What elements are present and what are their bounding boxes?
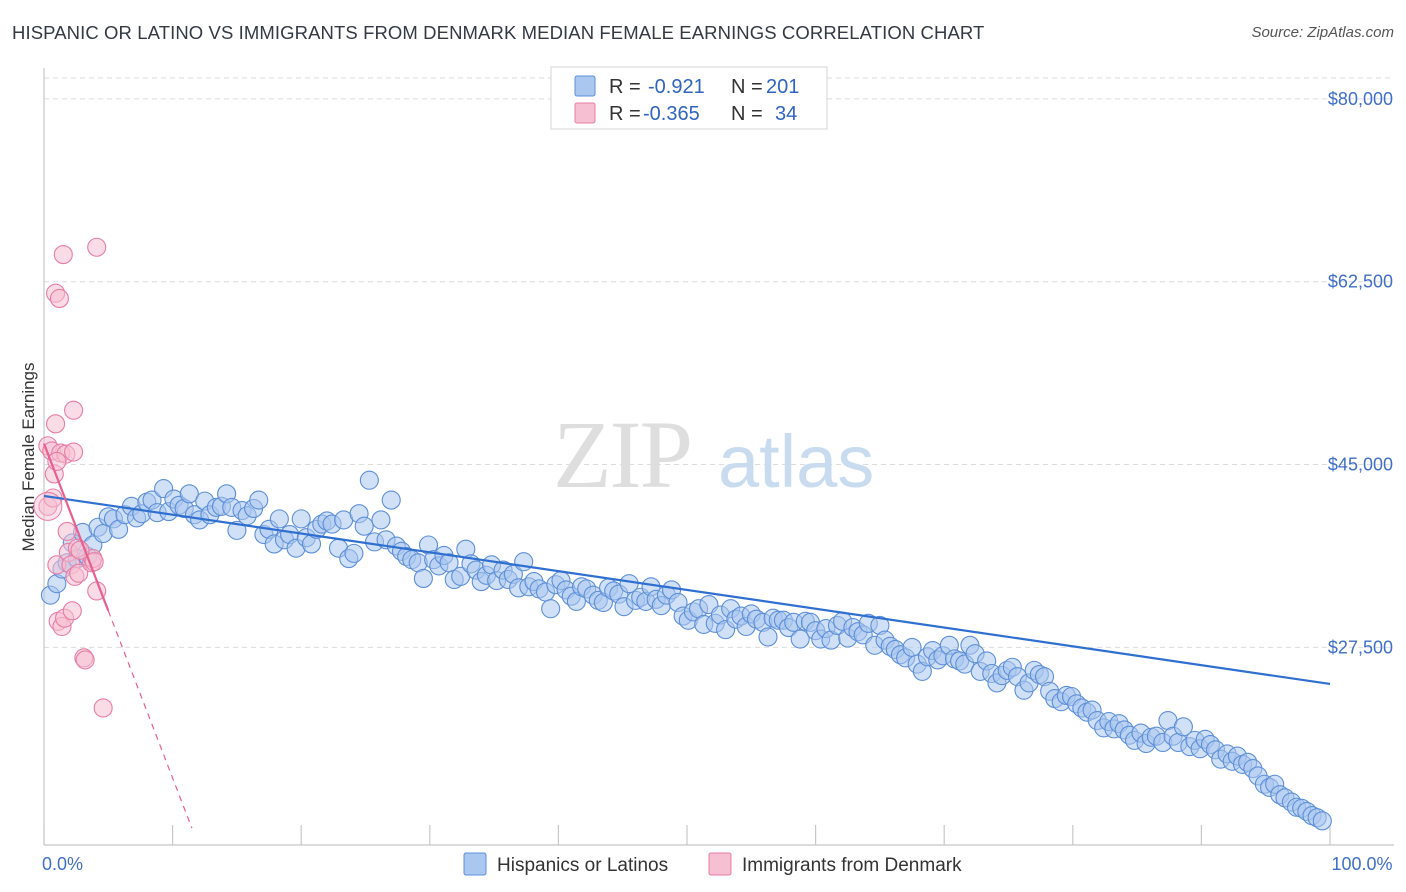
legend-swatch-pink bbox=[574, 102, 596, 124]
point-denmark bbox=[53, 245, 73, 265]
legend-swatch-blue bbox=[574, 75, 596, 97]
point-hispanics bbox=[371, 510, 391, 530]
trend-line-denmark-extension bbox=[107, 610, 193, 829]
legend-n-label-2: N = bbox=[731, 103, 763, 125]
point-hispanics bbox=[758, 627, 778, 647]
bottom-legend-swatch-pink bbox=[708, 852, 732, 876]
point-denmark bbox=[87, 237, 107, 257]
watermark: ZIP atlas bbox=[553, 401, 874, 508]
point-denmark bbox=[75, 650, 95, 670]
point-hispanics bbox=[344, 543, 364, 563]
point-hispanics bbox=[269, 509, 289, 529]
y-tick-labels: $27,500 $45,000 $62,500 $80,000 bbox=[1328, 89, 1393, 657]
y-tick-label: $62,500 bbox=[1328, 272, 1393, 292]
correlation-legend: R = -0.921 N = 201 R = -0.365 N = 34 bbox=[550, 66, 828, 130]
point-hispanics bbox=[291, 509, 311, 529]
bottom-legend-label-denmark: Immigrants from Denmark bbox=[742, 855, 962, 876]
point-denmark bbox=[64, 442, 84, 462]
point-hispanics bbox=[381, 490, 401, 510]
y-tick-label: $45,000 bbox=[1328, 455, 1393, 475]
point-hispanics bbox=[1173, 717, 1193, 737]
point-hispanics bbox=[413, 568, 433, 588]
point-denmark bbox=[46, 414, 66, 434]
point-hispanics bbox=[179, 484, 199, 504]
trend-line-denmark bbox=[42, 443, 110, 612]
legend-r-label-1: R = bbox=[609, 76, 641, 98]
legend-n-value-2: 34 bbox=[775, 103, 797, 125]
series-hispanics-points bbox=[40, 470, 1332, 831]
source-credit: Source: ZipAtlas.com bbox=[1251, 24, 1394, 41]
series-legend: Hispanics or Latinos Immigrants from Den… bbox=[463, 852, 962, 876]
point-denmark bbox=[49, 288, 69, 308]
x-tick-label: 100.0% bbox=[1331, 854, 1392, 874]
x-tick-labels: 0.0% 100.0% bbox=[42, 854, 1393, 874]
point-denmark bbox=[62, 601, 82, 621]
legend-n-label-1: N = bbox=[731, 76, 763, 98]
point-denmark-large bbox=[33, 491, 63, 521]
point-denmark bbox=[84, 552, 104, 572]
point-denmark bbox=[64, 400, 84, 420]
point-hispanics bbox=[541, 599, 561, 619]
y-tick-label: $27,500 bbox=[1328, 637, 1393, 657]
legend-frame bbox=[550, 66, 828, 130]
watermark-atlas: atlas bbox=[718, 420, 874, 503]
legend-n-value-1: 201 bbox=[766, 76, 799, 98]
point-denmark bbox=[93, 698, 113, 718]
legend-r-value-1: -0.921 bbox=[648, 76, 705, 98]
legend-r-value-2: -0.365 bbox=[643, 103, 700, 125]
chart-title: HISPANIC OR LATINO VS IMMIGRANTS FROM DE… bbox=[12, 22, 985, 43]
point-denmark bbox=[69, 563, 89, 583]
point-hispanics bbox=[902, 637, 922, 657]
point-hispanics bbox=[359, 470, 379, 490]
point-hispanics bbox=[249, 490, 269, 510]
point-denmark bbox=[57, 521, 77, 541]
point-hispanics bbox=[1312, 811, 1332, 831]
legend-r-label-2: R = bbox=[609, 103, 641, 125]
point-denmark bbox=[70, 540, 90, 560]
point-hispanics bbox=[354, 516, 374, 536]
trend-line-hispanics bbox=[43, 494, 1331, 686]
x-tick-label: 0.0% bbox=[42, 854, 83, 874]
y-axis-title: Median Female Earnings bbox=[19, 363, 38, 552]
point-hispanics bbox=[790, 629, 810, 649]
series-denmark-points bbox=[33, 237, 113, 718]
bottom-legend-label-hispanics: Hispanics or Latinos bbox=[497, 855, 668, 876]
bottom-legend-swatch-blue bbox=[463, 852, 487, 876]
gridlines bbox=[44, 77, 1394, 648]
y-tick-label: $80,000 bbox=[1328, 89, 1393, 109]
trend-lines bbox=[42, 443, 1331, 829]
watermark-zip: ZIP bbox=[553, 401, 691, 508]
